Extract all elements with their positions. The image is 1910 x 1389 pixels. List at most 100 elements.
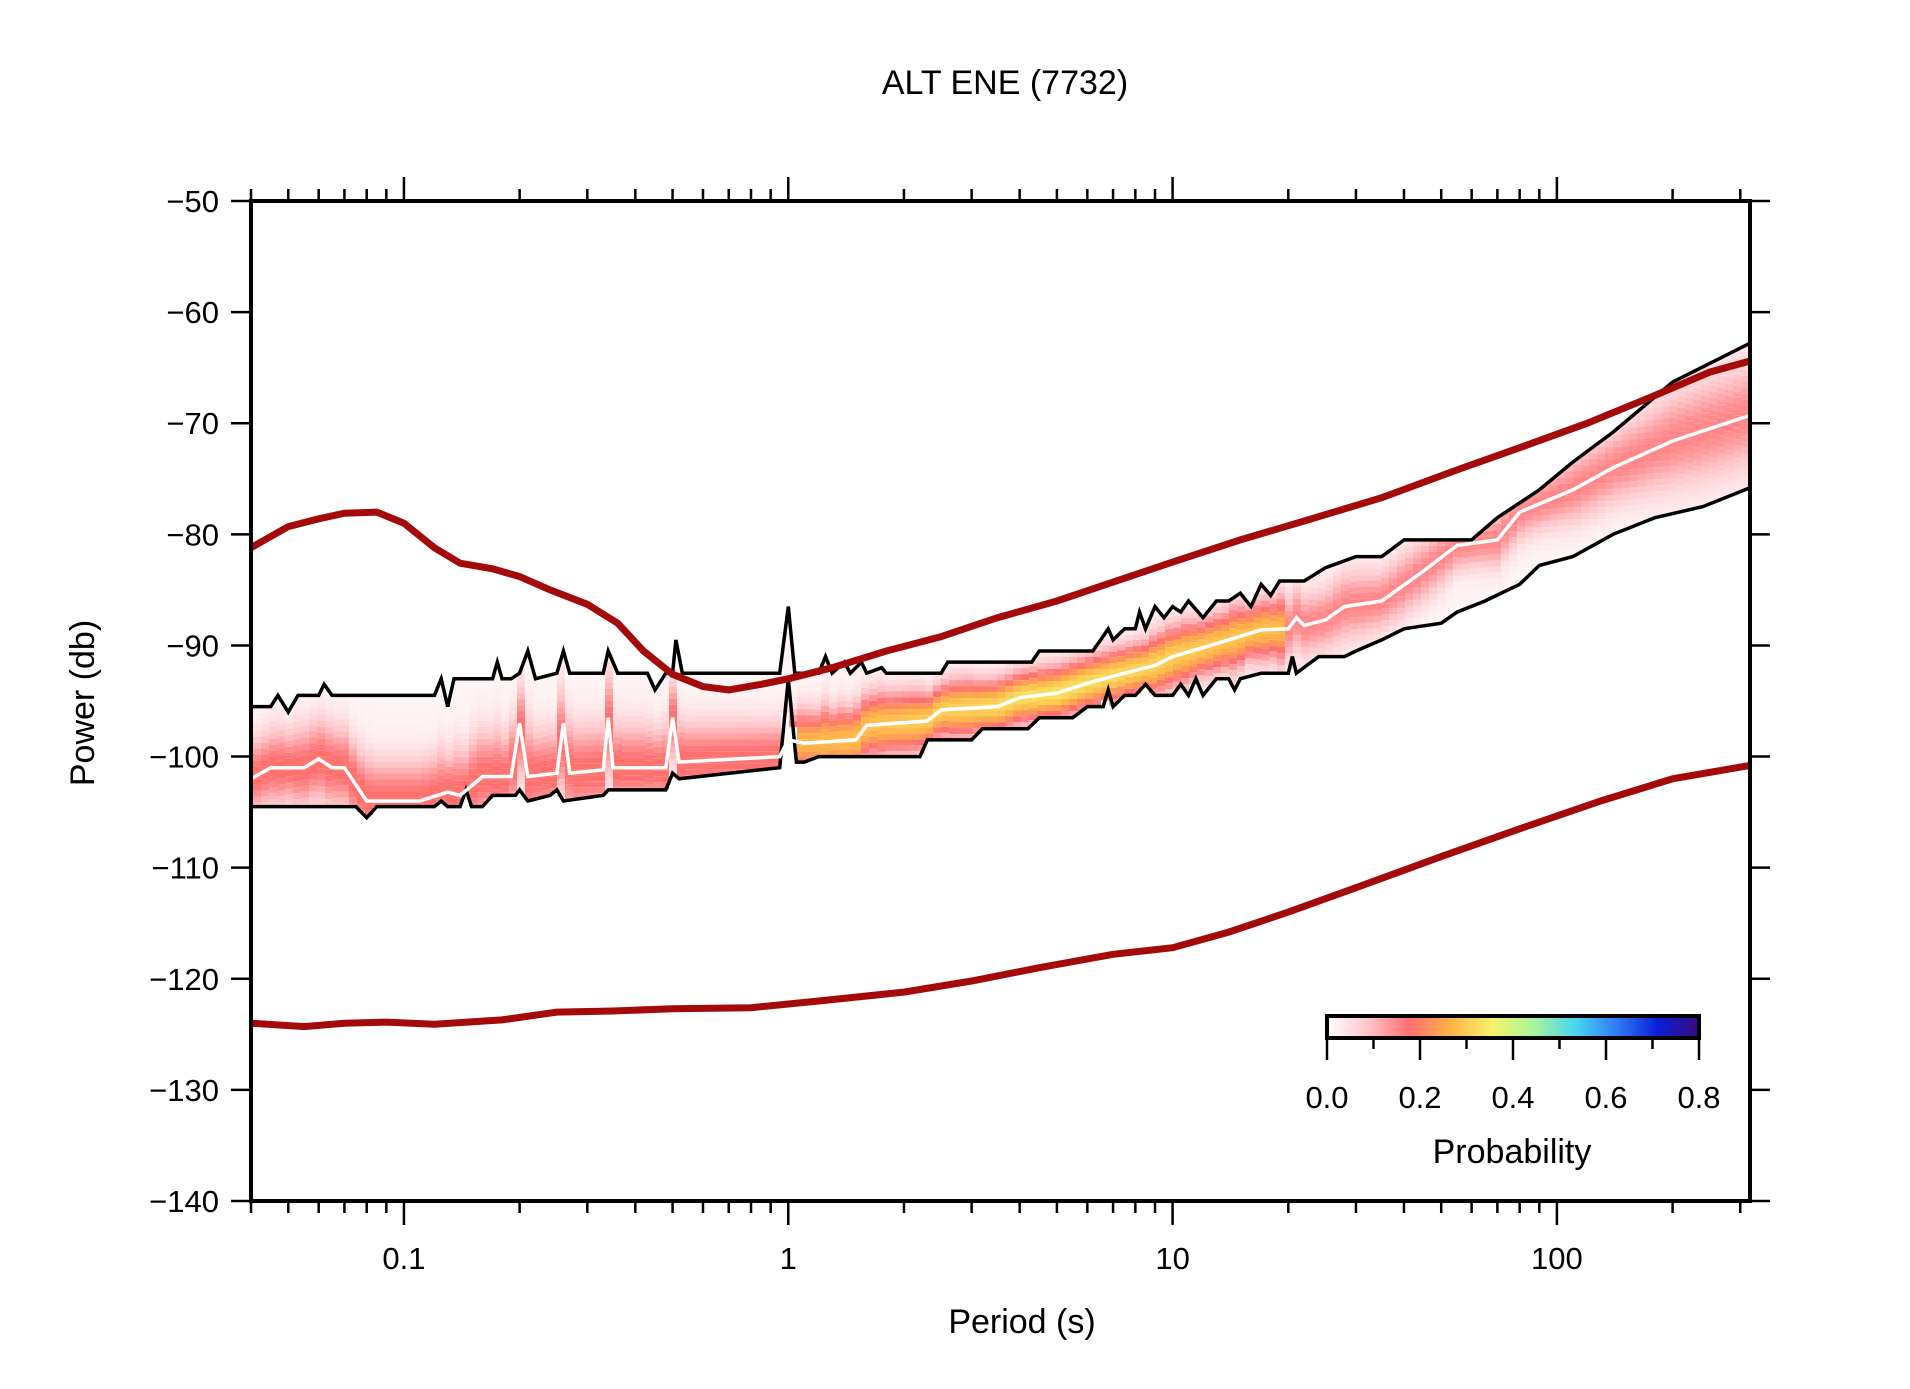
y-tick-label: −80 — [166, 517, 219, 552]
pdf-cell — [1349, 569, 1357, 576]
pdf-cell — [997, 692, 1005, 699]
pdf-cell — [1061, 669, 1069, 675]
pdf-cell — [1509, 549, 1517, 556]
pdf-cell — [637, 673, 645, 680]
pdf-cell — [1597, 519, 1605, 526]
pdf-cell — [1229, 652, 1237, 659]
pdf-cell — [381, 773, 389, 780]
pdf-cell — [1693, 441, 1701, 448]
pdf-cell — [1677, 419, 1685, 426]
pdf-cell — [1245, 604, 1253, 611]
pdf-cell — [1277, 611, 1285, 617]
pdf-cell — [1621, 524, 1629, 530]
pdf-cell — [1205, 652, 1213, 659]
pdf-cell — [333, 701, 341, 708]
pdf-cell — [1197, 681, 1205, 688]
pdf-cell — [349, 773, 357, 780]
y-tick-label: −110 — [151, 851, 219, 886]
pdf-cell — [1397, 590, 1405, 597]
pdf-cell — [1333, 581, 1341, 588]
pdf-cell — [1645, 473, 1653, 480]
pdf-cell — [1253, 605, 1261, 612]
pdf-cell — [1365, 592, 1373, 599]
pdf-cell — [1645, 413, 1653, 420]
pdf-cell — [757, 673, 765, 680]
pdf-cell — [629, 739, 637, 746]
pdf-cell — [837, 713, 845, 720]
pdf-cell — [829, 708, 837, 715]
pdf-cell — [1333, 587, 1341, 594]
pdf-cell — [1693, 465, 1701, 472]
pdf-cell — [453, 768, 461, 775]
pdf-cell — [1237, 630, 1245, 637]
pdf-cell — [1517, 532, 1525, 539]
pdf-cell — [1517, 556, 1525, 563]
pdf-cell — [1613, 494, 1621, 501]
pdf-cell — [445, 778, 453, 785]
pdf-cell — [1741, 483, 1749, 490]
pdf-cell — [397, 749, 405, 756]
pdf-cell — [269, 714, 277, 721]
pdf-cell — [445, 772, 453, 779]
pdf-cell — [1397, 566, 1405, 573]
pdf-cell — [437, 781, 445, 788]
pdf-cell — [1485, 584, 1493, 591]
pdf-cell — [1645, 425, 1653, 432]
pdf-cell — [573, 697, 581, 704]
pdf-cell — [1597, 459, 1605, 466]
pdf-cell — [1717, 435, 1725, 442]
pdf-cell — [797, 757, 805, 763]
pdf-cell — [1733, 451, 1741, 458]
pdf-cell — [437, 763, 445, 770]
pdf-cell — [677, 720, 685, 727]
pdf-cell — [381, 785, 389, 792]
pdf-cell — [917, 697, 925, 704]
pdf-cell — [1637, 486, 1645, 493]
pdf-cell — [933, 697, 941, 704]
pdf-cell — [725, 709, 733, 716]
pdf-cell — [613, 713, 621, 720]
pdf-cell — [1381, 554, 1389, 561]
pdf-cell — [989, 722, 997, 729]
pdf-cell — [661, 698, 669, 705]
pdf-cell — [653, 698, 661, 705]
pdf-cell — [1541, 551, 1549, 558]
pdf-cell — [1301, 598, 1309, 605]
pdf-cell — [1293, 611, 1301, 617]
pdf-cell — [501, 720, 509, 727]
pdf-cell — [813, 673, 821, 680]
pdf-cell — [381, 791, 389, 798]
pdf-cell — [621, 757, 629, 764]
pdf-cell — [461, 732, 469, 739]
pdf-cell — [1605, 501, 1613, 508]
pdf-cell — [341, 749, 349, 756]
pdf-cell — [589, 745, 597, 752]
pdf-cell — [965, 722, 973, 729]
pdf-cell — [1629, 421, 1637, 428]
pdf-cell — [645, 694, 653, 701]
pdf-cell — [501, 702, 509, 709]
pdf-cell — [1621, 470, 1629, 477]
pdf-cell — [1173, 645, 1181, 652]
pdf-cell — [1277, 623, 1285, 629]
pdf-cell — [1733, 445, 1741, 452]
pdf-cell — [565, 712, 573, 719]
pdf-cell — [357, 725, 365, 732]
pdf-cell — [589, 751, 597, 758]
pdf-cell — [773, 757, 781, 764]
pdf-cell — [1461, 599, 1469, 606]
pdf-cell — [1245, 652, 1253, 659]
pdf-cell — [1453, 569, 1461, 576]
pdf-cell — [469, 684, 477, 691]
pdf-cell — [293, 769, 301, 776]
pdf-cell — [749, 673, 757, 680]
pdf-cell — [1733, 373, 1741, 380]
pdf-cell — [389, 743, 397, 750]
pdf-cell — [1045, 681, 1053, 687]
pdf-cell — [1325, 608, 1333, 615]
pdf-cell — [845, 682, 853, 689]
pdf-cell — [277, 790, 285, 797]
pdf-cell — [469, 678, 477, 685]
pdf-cell — [309, 731, 317, 738]
pdf-cell — [1469, 580, 1477, 587]
